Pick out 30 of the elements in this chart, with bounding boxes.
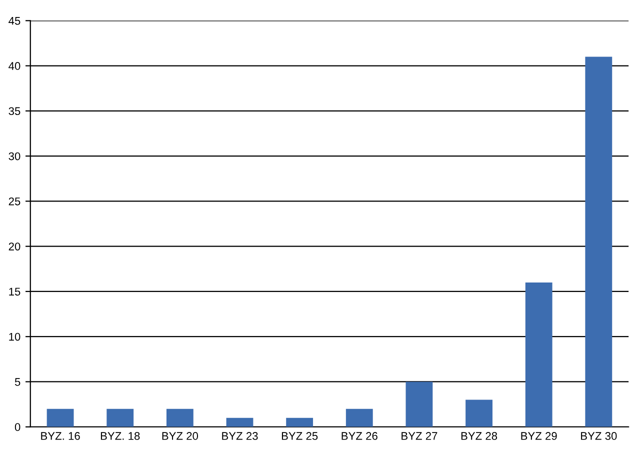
- x-tick-label: BYZ. 18: [100, 432, 140, 440]
- y-tick-label: 25: [8, 197, 20, 206]
- y-tick-label: 20: [8, 242, 20, 250]
- bar: [106, 408, 134, 427]
- bar: [466, 400, 492, 427]
- x-tick-label: BYZ 25: [282, 432, 318, 440]
- bar: [166, 408, 194, 427]
- x-tick-label: BYZ 28: [461, 432, 498, 440]
- y-tick-label: 30: [8, 152, 20, 160]
- x-tick-label: BYZ 23: [222, 432, 258, 440]
- y-tick-label: 40: [8, 62, 20, 70]
- y-tick-label: 0: [14, 423, 20, 432]
- bar: [585, 56, 612, 427]
- bar: [525, 282, 552, 427]
- x-tick-label: BYZ 29: [521, 432, 557, 440]
- x-tick-label: BYZ 20: [162, 432, 198, 440]
- x-tick-label: BYZ 27: [402, 432, 438, 440]
- x-tick-label: BYZ. 16: [41, 432, 80, 440]
- bar: [346, 408, 373, 427]
- x-tick-label: BYZ 26: [342, 432, 378, 440]
- bar: [406, 382, 433, 427]
- bar: [46, 408, 74, 427]
- y-tick-label: 45: [8, 17, 20, 25]
- y-tick-label: 35: [8, 107, 20, 116]
- y-tick-label: 5: [14, 378, 20, 386]
- x-tick-label: BYZ 30: [581, 432, 617, 440]
- y-tick-label: 10: [9, 332, 20, 341]
- y-tick-label: 15: [9, 288, 20, 296]
- bar: [286, 418, 314, 427]
- bar: [226, 418, 254, 427]
